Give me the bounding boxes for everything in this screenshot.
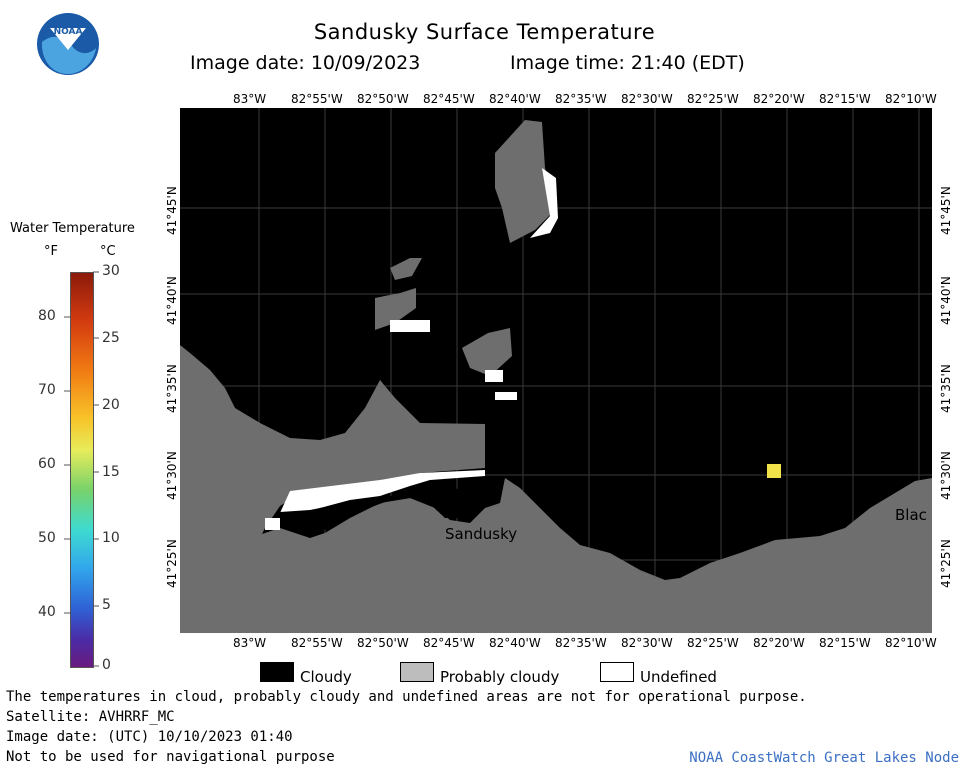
lat-label-right: 41°45'N [939,186,953,235]
lon-label-bottom: 82°45'W [423,636,475,650]
c-tick: 30 [102,263,120,279]
lon-label-top: 82°30'W [621,92,673,106]
f-tick: 50 [38,530,56,546]
c-tick: 20 [102,397,120,413]
lon-label-top: 82°40'W [489,92,541,106]
footer-utc-date: Image date: (UTC) 10/10/2023 01:40 [6,729,293,745]
legend-unit-c: °C [100,244,116,259]
lat-label-left: 41°35'N [165,364,179,413]
lon-label-bottom: 82°30'W [621,636,673,650]
island-west-1 [390,258,422,280]
lat-label-left: 41°40'N [165,276,179,325]
lat-label-left: 41°45'N [165,186,179,235]
map-title: Sandusky Surface Temperature [313,20,656,44]
footer-satellite: Satellite: AVHRRF_MC [6,709,175,725]
lat-label-right: 41°40'N [939,276,953,325]
legend-title: Water Temperature [10,221,135,236]
color-scale-bar [70,272,94,668]
c-tick: 5 [102,597,111,613]
c-tick: 15 [102,464,120,480]
color-scale-ticks [64,271,99,667]
key-cloudy-swatch [260,662,294,682]
lon-label-bottom: 82°35'W [555,636,607,650]
footer-credit: NOAA CoastWatch Great Lakes Node [689,750,959,766]
lat-label-right: 41°25'N [939,539,953,588]
place-sandusky: Sandusky [445,525,518,543]
key-probably-cloudy-swatch [400,662,434,682]
lat-label-left: 41°25'N [165,539,179,588]
lon-label-bottom: 82°20'W [753,636,805,650]
mainland [180,345,932,633]
lon-label-top: 82°35'W [555,92,607,106]
lon-label-top: 82°15'W [819,92,871,106]
legend-unit-f: °F [44,244,58,259]
lon-label-top: 83°W [233,92,267,106]
f-tick: 60 [38,456,56,472]
lat-labels: 41°45'N 41°40'N 41°35'N 41°30'N 41°25'N … [165,186,953,588]
lon-label-bottom: 82°10'W [885,636,937,650]
lon-label-top: 82°10'W [885,92,937,106]
place-blac: Blac [895,506,927,524]
key-probably-cloudy-label: Probably cloudy [440,668,560,686]
temperature-map [180,108,932,633]
warm-pixel [767,464,781,478]
key-cloudy-label: Cloudy [300,668,352,686]
c-tick: 0 [102,657,111,673]
footer-note: The temperatures in cloud, probably clou… [6,689,807,705]
key-undefined-label: Undefined [640,668,717,686]
lat-label-right: 41°35'N [939,364,953,413]
lon-label-bottom: 82°40'W [489,636,541,650]
footer-nav-warning: Not to be used for navigational purpose [6,749,335,765]
lon-label-bottom: 82°50'W [357,636,409,650]
c-tick: 10 [102,530,120,546]
lon-label-top: 82°25'W [687,92,739,106]
lon-label-top: 82°55'W [291,92,343,106]
lon-label-bottom: 82°15'W [819,636,871,650]
island-west-2 [375,288,416,330]
f-tick: 70 [38,382,56,398]
lon-label-bottom: 82°55'W [291,636,343,650]
f-tick: 80 [38,308,56,324]
image-date: Image date: 10/09/2023 [190,52,421,74]
lat-label-right: 41°30'N [939,451,953,500]
lon-label-bottom: 82°25'W [687,636,739,650]
island-east [462,328,512,376]
lat-label-left: 41°30'N [165,451,179,500]
lon-label-top: 82°45'W [423,92,475,106]
f-tick: 40 [38,604,56,620]
c-tick: 25 [102,330,120,346]
noaa-logo-text: NOAA [54,27,83,37]
lon-label-top: 82°50'W [357,92,409,106]
lon-label-top: 82°20'W [753,92,805,106]
key-undefined-swatch [600,662,634,682]
noaa-logo: NOAA [37,13,99,75]
image-time: Image time: 21:40 (EDT) [510,52,745,74]
island-north [495,120,552,243]
lon-label-bottom: 83°W [233,636,267,650]
